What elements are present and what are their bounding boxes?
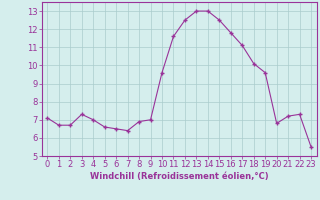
X-axis label: Windchill (Refroidissement éolien,°C): Windchill (Refroidissement éolien,°C) [90, 172, 268, 181]
